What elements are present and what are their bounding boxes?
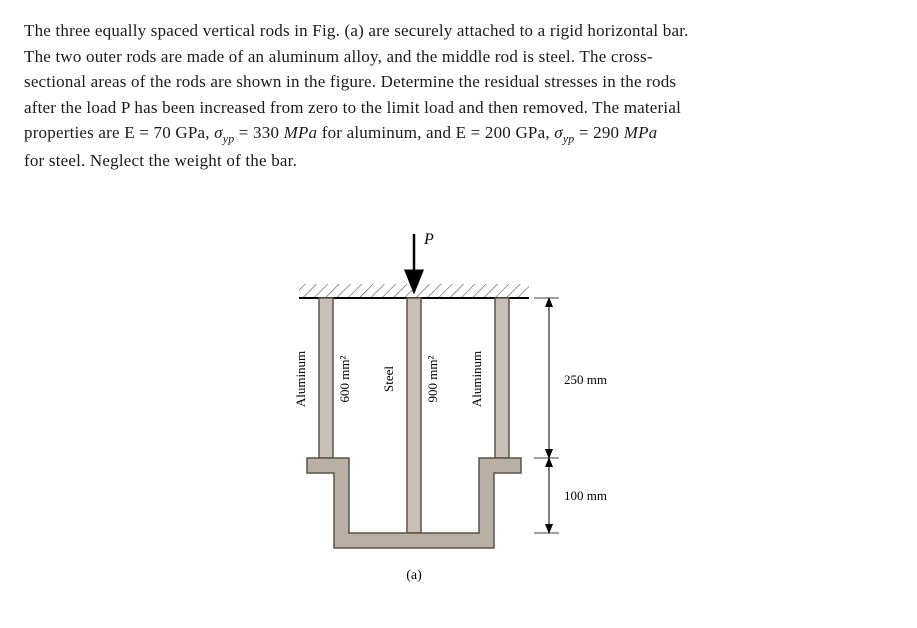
- text-line: The two outer rods are made of an alumin…: [24, 47, 653, 66]
- rod3-material-label: Aluminum: [469, 351, 484, 407]
- rod-aluminum-left: [319, 298, 333, 458]
- dim-100-label: 100 mm: [564, 488, 607, 503]
- diagram-svg: P Aluminum 600 mm² Steel 900 mm² Aluminu…: [249, 204, 669, 584]
- figure-caption: (a): [406, 568, 422, 583]
- load-label: P: [423, 231, 434, 248]
- rod2-material-label: Steel: [381, 365, 396, 391]
- rod1-material-label: Aluminum: [293, 351, 308, 407]
- text-line: for aluminum, and E = 200 GPa,: [317, 123, 554, 142]
- text-line: properties are E = 70 GPa,: [24, 123, 214, 142]
- text-line: The three equally spaced vertical rods i…: [24, 21, 689, 40]
- rod-aluminum-right: [495, 298, 509, 458]
- text-line: after the load P has been increased from…: [24, 98, 681, 117]
- text-line: sectional areas of the rods are shown in…: [24, 72, 676, 91]
- rod-steel: [407, 298, 421, 533]
- text-line: for steel. Neglect the weight of the bar…: [24, 151, 297, 170]
- problem-statement: The three equally spaced vertical rods i…: [24, 18, 893, 174]
- rod1-area-label: 600 mm²: [337, 355, 352, 402]
- rod2-area-label: 900 mm²: [425, 355, 440, 402]
- dim-250-label: 250 mm: [564, 372, 607, 387]
- figure-a: P Aluminum 600 mm² Steel 900 mm² Aluminu…: [24, 204, 893, 584]
